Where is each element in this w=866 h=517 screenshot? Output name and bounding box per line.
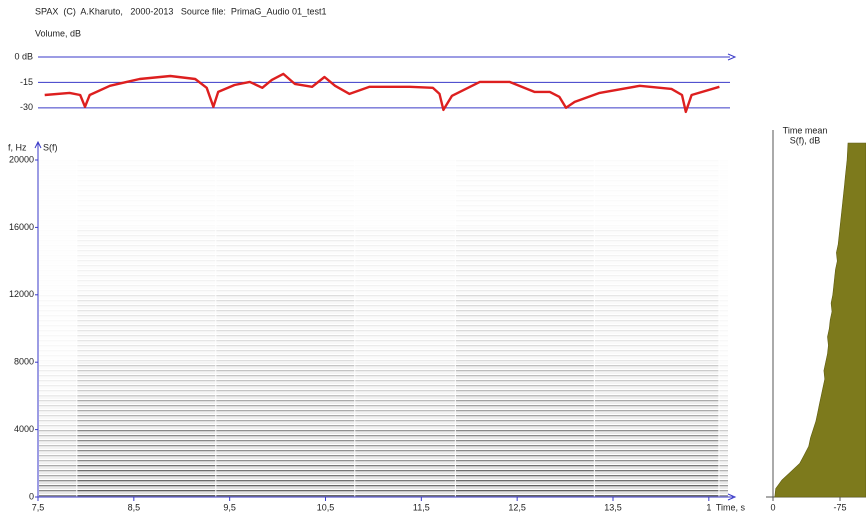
spectrogram-cell [39, 295, 76, 362]
spectrogram-cell [216, 429, 355, 464]
arrow [727, 493, 737, 501]
spectrogram-cell [719, 160, 728, 227]
spectrogram-cell [355, 227, 455, 295]
spectrogram-cell [355, 480, 455, 497]
spectrogram-cell [216, 362, 355, 396]
spectrogram-cell [594, 480, 719, 497]
spectrogram-cell [216, 480, 355, 497]
x-tick-label: -75 [833, 502, 846, 512]
spectrogram-cell [455, 395, 594, 430]
volume-line [44, 72, 720, 114]
spectrogram-cell [39, 227, 76, 294]
spectrogram-cell [355, 362, 455, 396]
spectrogram-cell [455, 429, 594, 464]
x-tick-label: 1 [706, 502, 711, 512]
spectrogram-cell [355, 160, 455, 227]
x-tick-label: 0 [770, 502, 775, 512]
spectrogram-cell [594, 294, 719, 363]
y-tick-label: 0 [29, 491, 34, 501]
y-tick-label: 0 dB [14, 51, 33, 61]
x-tick-label: 13,5 [604, 502, 622, 512]
panel-title: Time mean [783, 125, 828, 135]
spectrogram-cell [216, 294, 355, 363]
spectrogram-cell [594, 463, 719, 481]
header: SPAX (C) A.Kharuto, 2000-2013 Source fil… [35, 6, 327, 16]
spectrogram-cell [355, 463, 455, 481]
spectrogram-cell [456, 160, 594, 227]
spectrogram-cell [719, 227, 728, 294]
spectrogram-cell [455, 227, 594, 295]
spectrogram-cell [594, 362, 719, 396]
y-tick-label: 8000 [14, 357, 34, 367]
spectrogram-cell [719, 463, 728, 481]
y-tick-label: 16000 [9, 222, 34, 232]
y-tick-label: 12000 [9, 289, 34, 299]
spectrogram-cell [455, 362, 594, 396]
x-tick-label: 12,5 [508, 502, 526, 512]
y2-axis-label: S(f) [43, 142, 58, 152]
arrow [727, 53, 737, 61]
panel-title: S(f), dB [790, 135, 821, 145]
spectrogram-cell [719, 480, 728, 497]
x-tick-label: 9,5 [223, 502, 236, 512]
y-axis-label: Volume, dB [35, 28, 81, 38]
spectrogram-cell [77, 227, 216, 295]
spectrogram-cell [77, 160, 215, 227]
spectrogram-cell [216, 395, 355, 430]
spectrogram-cell [77, 429, 216, 464]
y-tick-label: -30 [20, 102, 33, 112]
spectrogram-cell [355, 294, 455, 363]
y-tick-label: 4000 [14, 424, 34, 434]
spectrogram-cell [594, 429, 719, 464]
x-tick-label: 10,5 [317, 502, 335, 512]
x-tick-label: 8,5 [128, 502, 141, 512]
spectrogram-cell [39, 362, 77, 396]
spectrogram-cell [216, 227, 355, 295]
spectrogram-cell [77, 395, 216, 430]
spectrogram-cell [39, 480, 77, 497]
spectrogram-cell [455, 294, 594, 363]
spectrogram-cell [719, 362, 728, 396]
y-tick-label: 20000 [9, 154, 34, 164]
spectrogram-cell [39, 395, 77, 430]
spectrogram-cell [39, 463, 77, 481]
spectrogram-cell [77, 294, 216, 363]
spectrogram-cell [594, 227, 719, 295]
x-tick-label: 11,5 [413, 502, 430, 512]
spectrogram-cell [39, 429, 77, 464]
spectrogram-cell [77, 480, 216, 497]
spectrogram-cell [355, 429, 455, 464]
spectrogram-cell [355, 395, 455, 430]
y-tick-label: -15 [20, 77, 33, 87]
spectrogram-cell [719, 295, 728, 362]
spectrogram-cell [455, 480, 594, 497]
spectrogram-cell [216, 463, 355, 481]
spectrogram-cell [77, 362, 216, 396]
spectrogram-cell [719, 395, 728, 430]
x-axis-label: Time, s [716, 502, 746, 512]
spectrogram-cell [594, 395, 719, 430]
spectrogram-cell [595, 160, 719, 227]
x-tick-label: 7,5 [32, 502, 45, 512]
spectrogram-cell [77, 463, 216, 481]
spectrogram-cell [216, 160, 354, 227]
spectrogram-cell [719, 429, 728, 464]
mean-spectrum [774, 142, 866, 498]
spectrogram-cell [39, 160, 76, 227]
spectrogram-cell [455, 463, 594, 481]
y-axis-label: f, Hz [8, 142, 27, 152]
